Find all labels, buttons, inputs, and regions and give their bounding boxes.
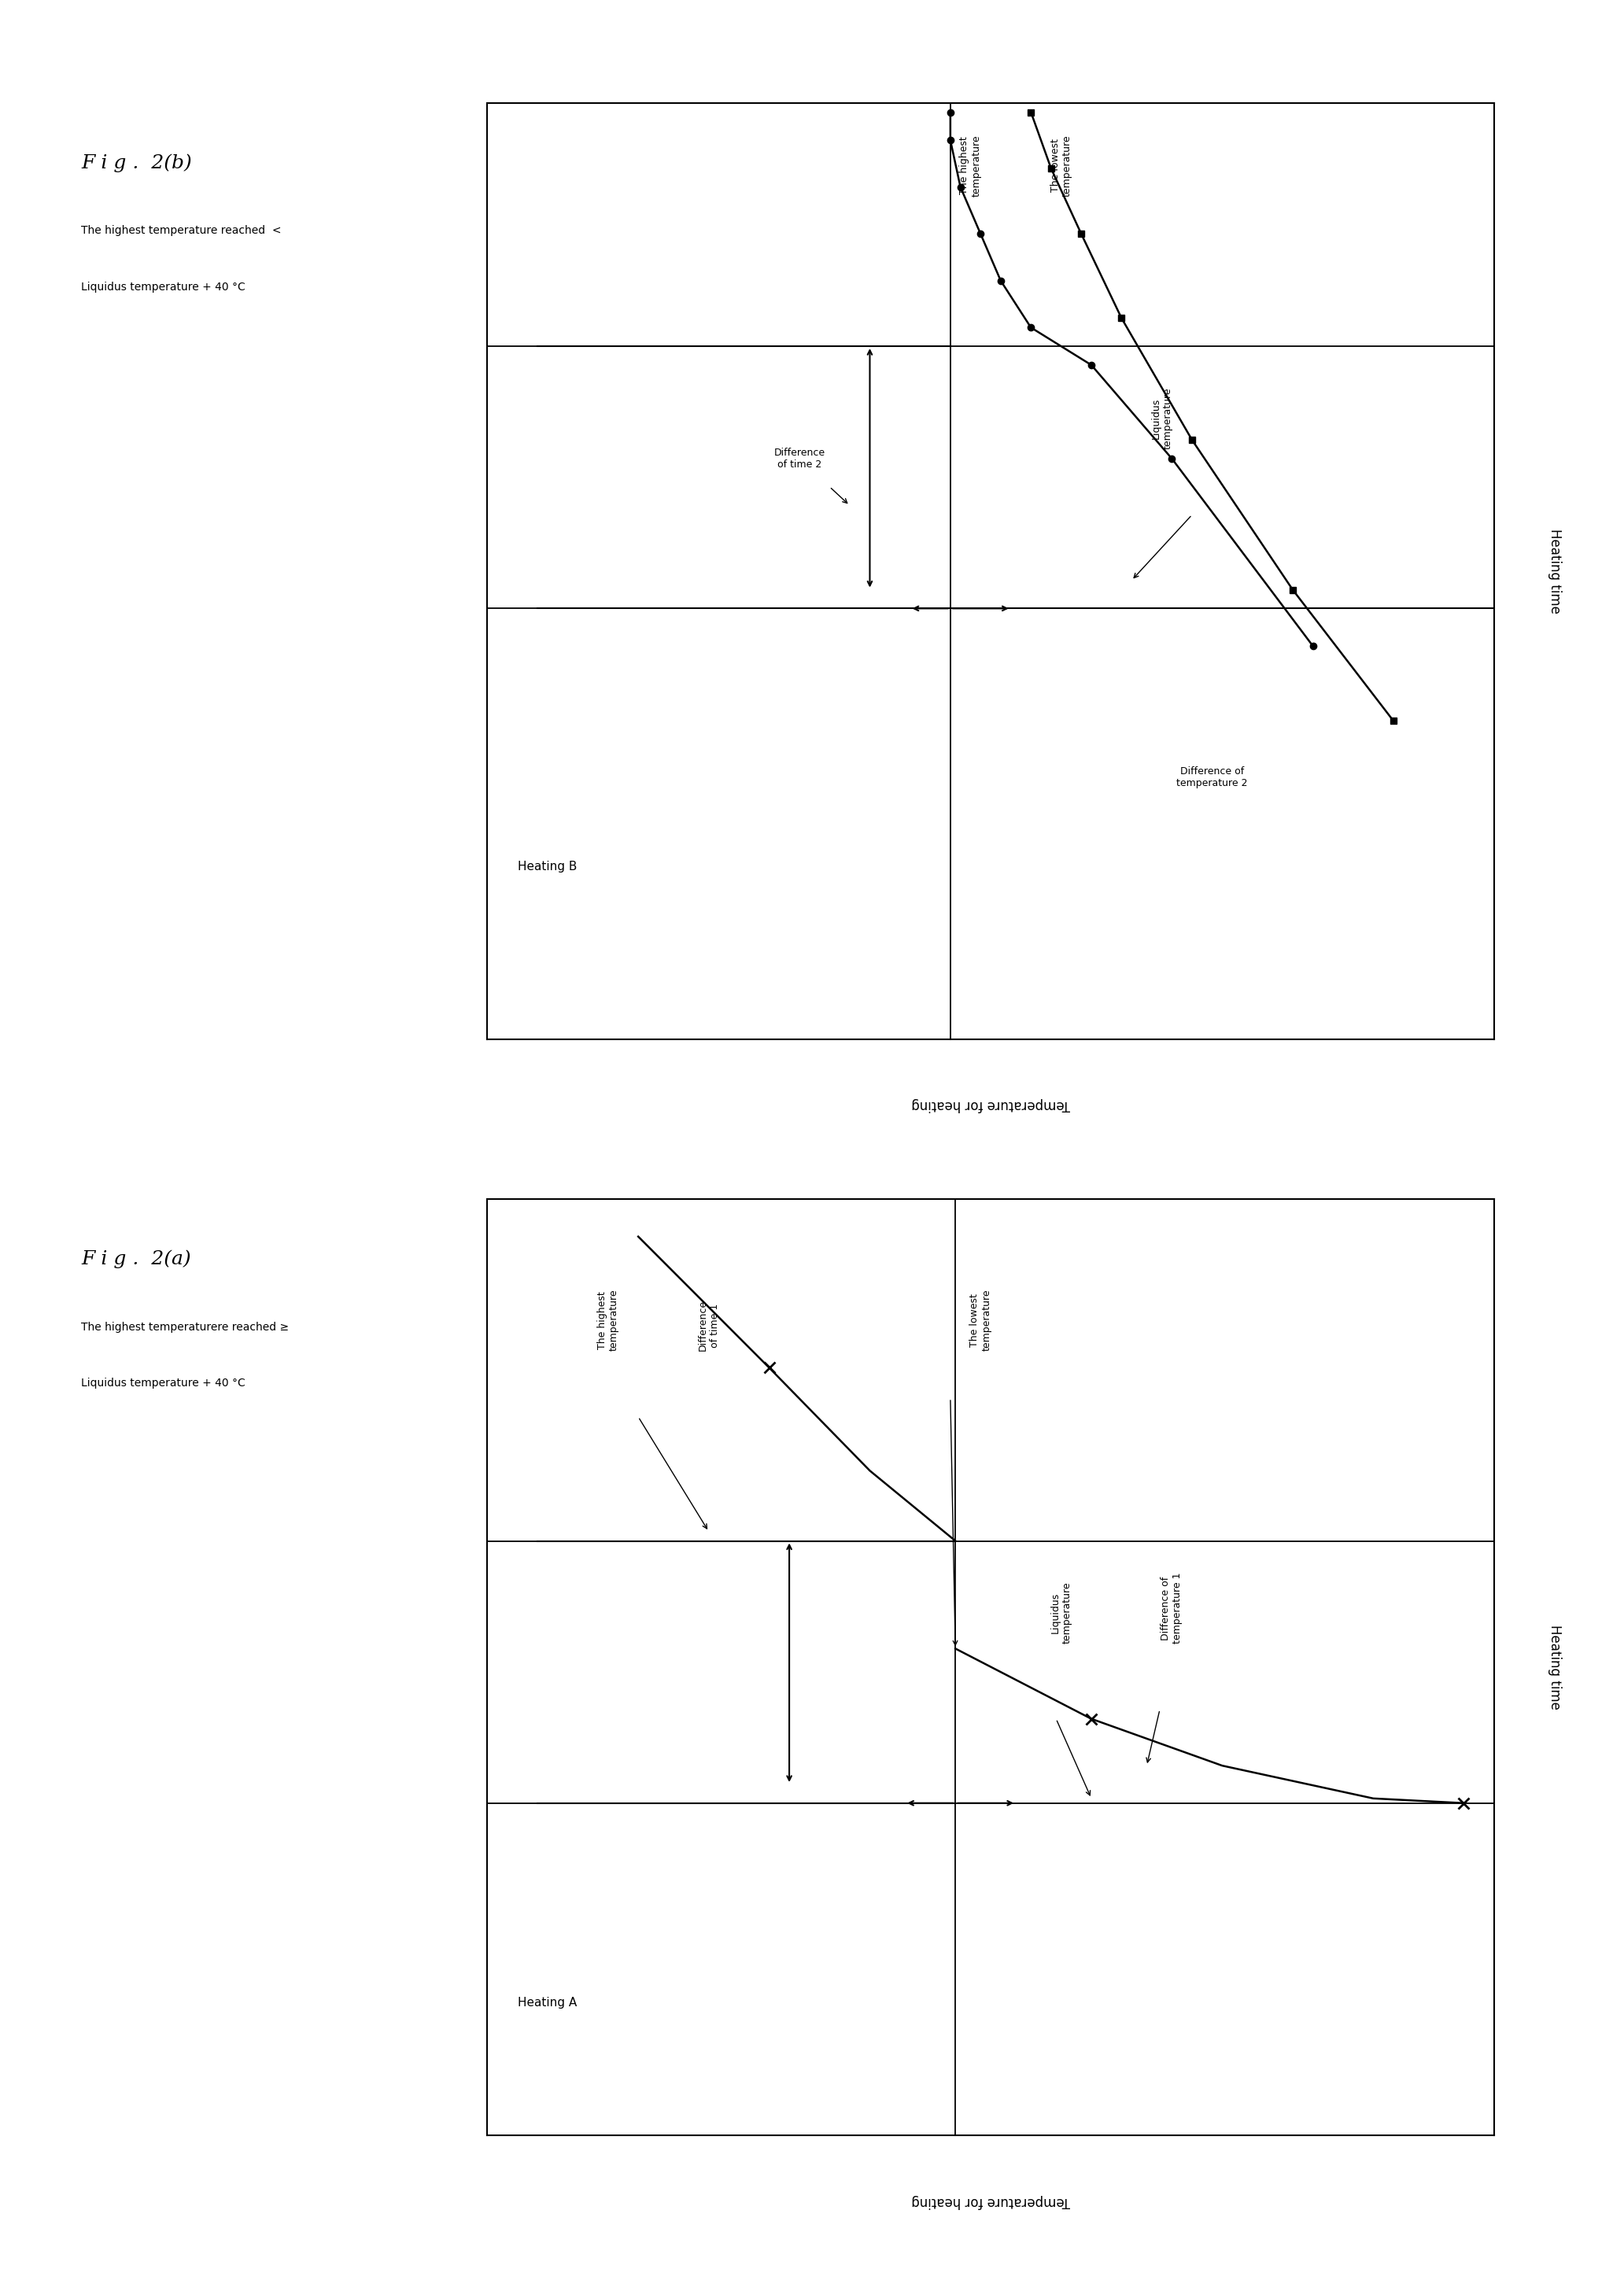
- Text: Liquidus temperature + 40 °C: Liquidus temperature + 40 °C: [81, 1377, 245, 1389]
- Text: Heating time: Heating time: [1548, 528, 1562, 614]
- Text: F i g .  2(a): F i g . 2(a): [81, 1249, 192, 1268]
- Text: Temperature for heating: Temperature for heating: [911, 2195, 1070, 2209]
- Text: Temperature for heating: Temperature for heating: [911, 1099, 1070, 1112]
- Text: The highest
temperature: The highest temperature: [960, 135, 981, 196]
- Text: The lowest
temperature: The lowest temperature: [970, 1290, 992, 1352]
- Text: Difference
of time 1: Difference of time 1: [698, 1300, 719, 1352]
- Text: Difference of
temperature 1: Difference of temperature 1: [1161, 1574, 1182, 1644]
- Text: Liquidus
temperature: Liquidus temperature: [1151, 388, 1173, 450]
- Text: The highest
temperature: The highest temperature: [598, 1290, 619, 1352]
- Text: Liquidus
temperature: Liquidus temperature: [1051, 1583, 1072, 1644]
- Text: Difference of
temperature 2: Difference of temperature 2: [1176, 765, 1247, 788]
- Text: Heating B: Heating B: [518, 861, 577, 872]
- Text: The highest temperaturere reached ≥: The highest temperaturere reached ≥: [81, 1322, 289, 1332]
- Text: Liquidus temperature + 40 °C: Liquidus temperature + 40 °C: [81, 281, 245, 292]
- Text: F i g .  2(b): F i g . 2(b): [81, 153, 192, 171]
- Text: Difference
of time 2: Difference of time 2: [773, 448, 825, 471]
- Text: The highest temperature reached  <: The highest temperature reached <: [81, 226, 281, 235]
- Text: Heating A: Heating A: [518, 1996, 577, 2008]
- Text: The lowest
temperature: The lowest temperature: [1051, 135, 1072, 196]
- Text: Heating time: Heating time: [1548, 1624, 1562, 1711]
